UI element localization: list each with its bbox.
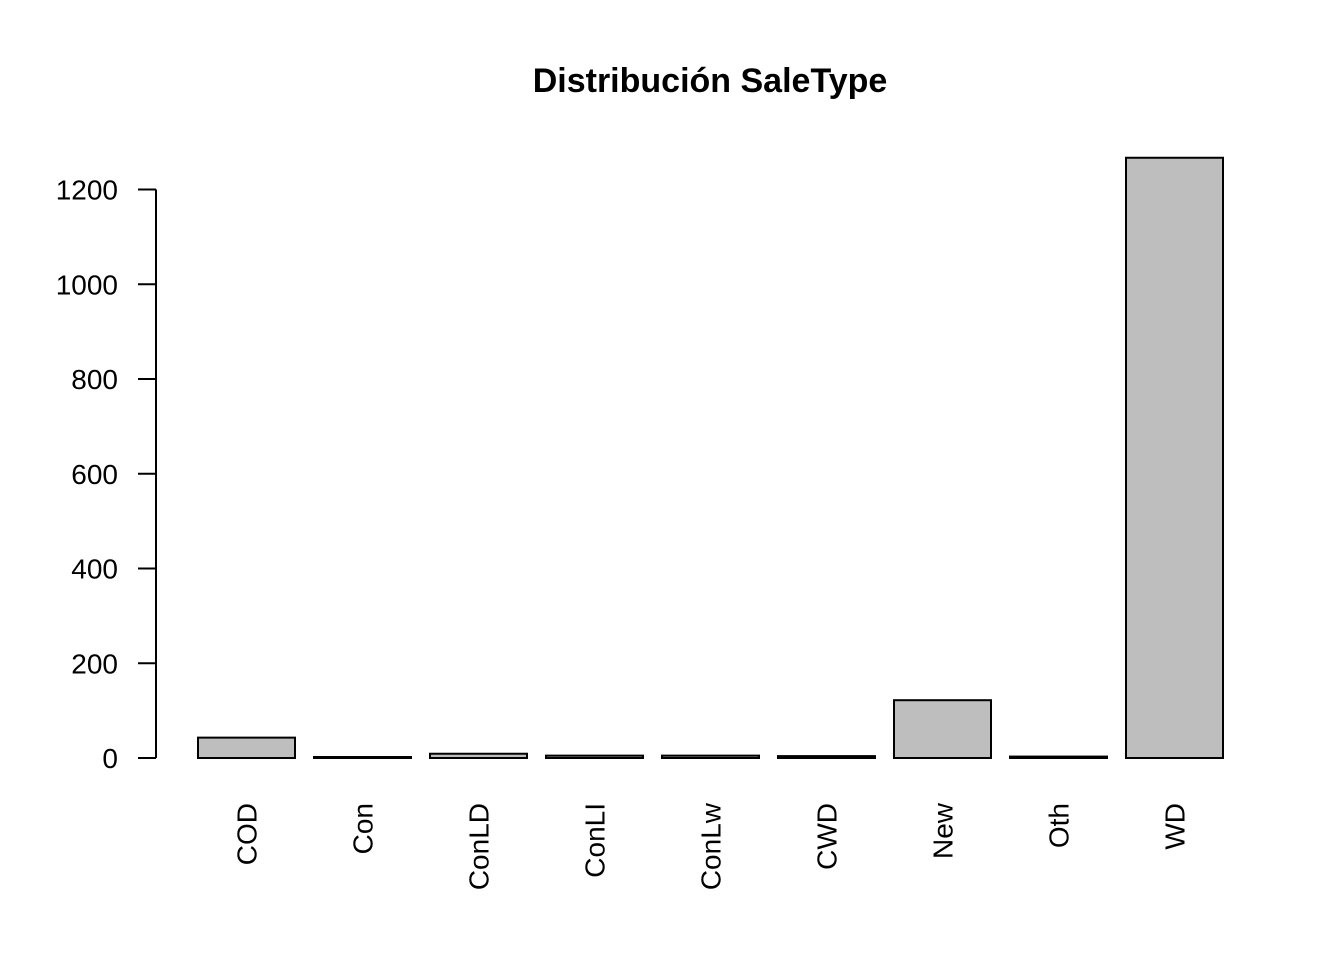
y-tick-label: 1000: [56, 269, 118, 300]
y-tick-label: 800: [71, 364, 118, 395]
y-tick-label: 200: [71, 648, 118, 679]
bar-cwd: [777, 755, 876, 759]
x-tick-label: CWD: [812, 803, 843, 870]
x-axis-labels: COD Con ConLD ConLI ConLw CWD New Oth WD: [232, 802, 1191, 890]
bar-conlw: [661, 754, 760, 759]
bar-oth: [1009, 755, 1108, 759]
bar-conli: [545, 754, 644, 759]
y-tick-label: 1200: [56, 175, 118, 206]
bar-con: [313, 756, 412, 759]
bar-new: [893, 699, 992, 760]
x-tick-label: ConLD: [464, 803, 495, 890]
x-tick-label: Con: [348, 803, 379, 854]
x-tick-label: WD: [1160, 803, 1191, 850]
x-tick-label: ConLI: [580, 803, 611, 878]
x-tick-label: Oth: [1044, 803, 1075, 848]
y-tick-label: 400: [71, 554, 118, 585]
y-tick-label: 600: [71, 459, 118, 490]
x-tick-label: COD: [232, 803, 263, 865]
y-axis: 0 200 400 600 800 1000 1200: [56, 175, 157, 774]
bar-wd: [1125, 156, 1224, 760]
bar-cod: [197, 736, 296, 759]
bars: [197, 156, 1224, 760]
chart-title: Distribución SaleType: [533, 62, 888, 100]
bar-conld: [429, 752, 528, 760]
x-tick-label: New: [928, 802, 959, 859]
x-tick-label: ConLw: [696, 802, 727, 890]
y-tick-label: 0: [102, 743, 118, 774]
